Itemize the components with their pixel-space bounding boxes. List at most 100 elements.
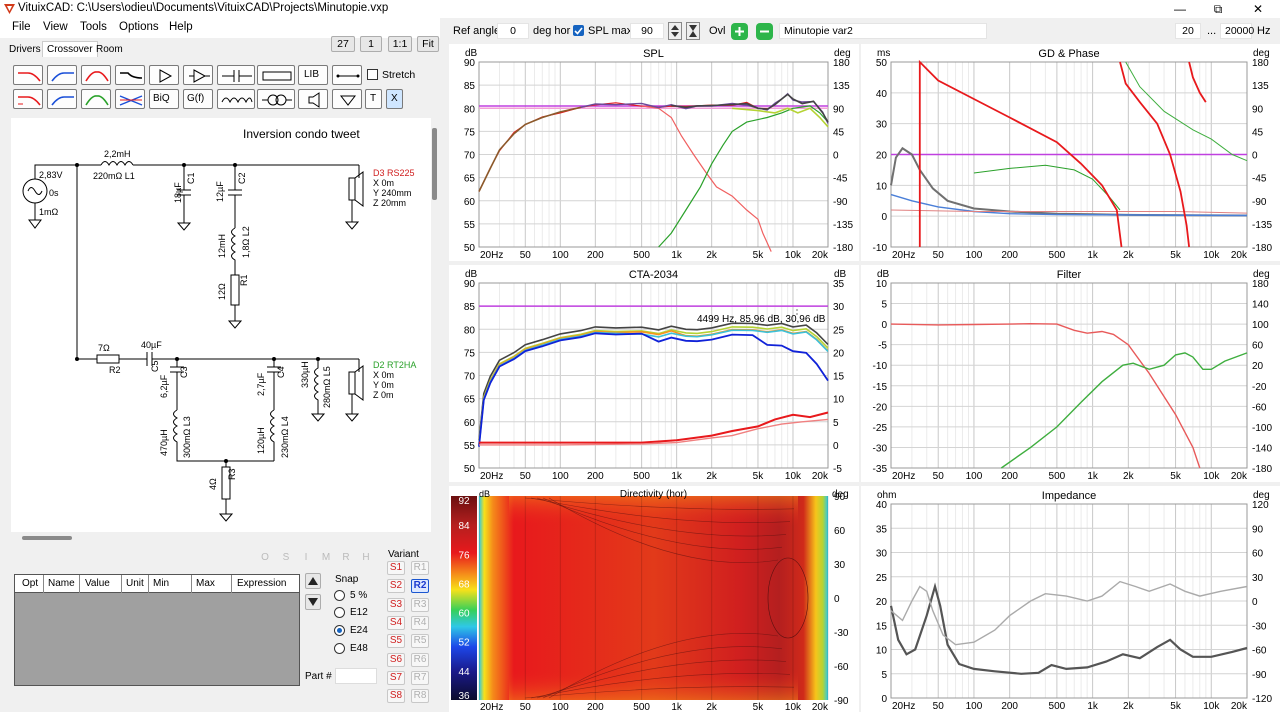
spl-max-checkbox[interactable] <box>573 25 584 36</box>
directivity-chart[interactable]: Directivity (hor) dB deg 92 84 76 68 60 52 44 36 90… <box>449 486 859 712</box>
tab-drivers[interactable]: Drivers <box>9 44 41 55</box>
highpass2-tool[interactable] <box>47 89 77 109</box>
driver-tool[interactable] <box>298 89 328 109</box>
imp-ytick-right: -30 <box>1252 621 1267 632</box>
gd-phase-chart[interactable]: GD & Phase ms deg 50 40 30 20 10 0 -10 180 135 90 45 0… <box>861 44 1280 261</box>
snap-e12-radio[interactable] <box>334 607 345 618</box>
zoom-one-button[interactable]: 1 <box>360 36 382 52</box>
schematic-canvas[interactable]: Inversion condo tweet 2,83V 0s 1mΩ 2,2mH… <box>11 118 431 532</box>
transfer-function-tool[interactable]: G(f) <box>183 89 213 109</box>
filter-ytick-right: 140 <box>1252 300 1269 311</box>
zoom-1to1-button[interactable]: 1:1 <box>388 36 412 52</box>
menu-file[interactable]: File <box>12 21 31 33</box>
menu-tools[interactable]: Tools <box>80 21 107 33</box>
col-opt[interactable]: Opt <box>22 578 39 589</box>
bandpass-tool[interactable] <box>81 65 111 85</box>
variant-r8-button[interactable]: R8 <box>411 689 429 704</box>
schematic-scrollbar-vertical[interactable] <box>432 128 437 200</box>
part-number-input[interactable] <box>335 668 377 684</box>
col-min[interactable]: Min <box>153 578 170 589</box>
col-unit[interactable]: Unit <box>126 578 144 589</box>
variant-s1-button[interactable]: S1 <box>387 561 405 575</box>
variant-s4-button[interactable]: S4 <box>387 615 405 630</box>
maximize-button[interactable]: ⧉ <box>1213 2 1223 16</box>
resistor-tool[interactable] <box>257 65 295 85</box>
biquad-tool[interactable]: BiQ <box>149 89 179 109</box>
variant-s8-button[interactable]: S8 <box>387 689 405 704</box>
variant-r2-button[interactable]: R2 <box>411 579 429 594</box>
snap-e48-radio[interactable] <box>334 643 345 654</box>
opt-button-s[interactable]: S <box>282 552 290 563</box>
minimize-button[interactable]: — <box>1174 2 1186 16</box>
col-name[interactable]: Name <box>48 578 75 589</box>
r1-name: R1 <box>239 274 249 286</box>
menu-options[interactable]: Options <box>119 21 159 33</box>
opt-button-r[interactable]: R <box>342 552 350 563</box>
close-button[interactable]: ✕ <box>1252 2 1264 16</box>
variant-r3-button[interactable]: R3 <box>411 597 429 612</box>
opt-button-o[interactable]: O <box>261 552 269 563</box>
r1-value: 12Ω <box>217 283 227 300</box>
overlay-add-button[interactable] <box>731 23 748 40</box>
parameter-table[interactable]: Opt Name Value Unit Min Max Expression <box>14 574 300 686</box>
lowpass-tool[interactable] <box>13 65 43 85</box>
variant-s2-button[interactable]: S2 <box>387 579 405 594</box>
menu-help[interactable]: Help <box>169 21 193 33</box>
impedance-chart[interactable]: Impedance ohm deg 40 35 30 25 20 15 10 5 0 120 90 60 30… <box>861 486 1280 712</box>
cta2034-chart[interactable]: CTA-2034 dB dB 90 85 80 75 70 65 60 55 50 35 30 25 20 15… <box>449 265 859 482</box>
spl-ytick-right: 180 <box>833 58 850 69</box>
shelf-tool[interactable] <box>115 65 145 85</box>
highpass-tool[interactable] <box>47 65 77 85</box>
opt-button-h[interactable]: H <box>362 552 370 563</box>
tab-crossover[interactable]: Crossover <box>42 41 98 57</box>
snap-e24-radio[interactable] <box>334 625 345 636</box>
overlay-remove-button[interactable] <box>756 23 773 40</box>
variant-r4-button[interactable]: R4 <box>411 615 429 630</box>
stretch-checkbox[interactable] <box>367 69 378 80</box>
variant-s3-button[interactable]: S3 <box>387 597 405 612</box>
variant-r1-button[interactable]: R1 <box>411 561 429 575</box>
delete-tool[interactable]: X <box>386 89 403 109</box>
spl-chart[interactable]: SPL dB deg 90 85 80 75 70 65 60 55 50 180 135 90 45 0 -45… <box>449 44 859 261</box>
notch-tool[interactable] <box>115 89 145 109</box>
spl-max-spinner[interactable] <box>668 22 682 40</box>
col-value[interactable]: Value <box>85 578 110 589</box>
lowpass2-tool[interactable] <box>13 89 43 109</box>
zoom-value-button[interactable]: 27 <box>331 36 355 52</box>
wire-tool[interactable] <box>332 65 362 85</box>
variant-name-input[interactable]: Minutopie var2 <box>779 23 987 39</box>
variant-s5-button[interactable]: S5 <box>387 634 405 649</box>
filter-chart[interactable]: Filter dB deg 10 5 0 -5 -10 -15 -20 -25 -30 -35 180 14… <box>861 265 1280 482</box>
opt-button-m[interactable]: M <box>321 552 331 563</box>
zoom-fit-button[interactable]: Fit <box>417 36 439 52</box>
variant-r5-button[interactable]: R5 <box>411 634 429 649</box>
variant-r6-button[interactable]: R6 <box>411 652 429 667</box>
menu-view[interactable]: View <box>43 21 68 33</box>
variant-r7-button[interactable]: R7 <box>411 670 429 685</box>
variant-s7-button[interactable]: S7 <box>387 670 405 685</box>
text-tool[interactable]: T <box>365 89 382 109</box>
tab-room[interactable]: Room <box>96 44 123 55</box>
move-down-button[interactable] <box>305 594 321 610</box>
library-button[interactable]: LIB <box>298 65 328 85</box>
freq-min-input[interactable]: 20 <box>1175 23 1201 39</box>
zoom-y-button[interactable] <box>686 22 700 40</box>
spl-max-input[interactable]: 90 <box>630 23 664 39</box>
col-expression[interactable]: Expression <box>237 578 287 589</box>
bandpass2-tool[interactable] <box>81 89 111 109</box>
dir-scale-tick: 84 <box>458 521 470 532</box>
buffer-tool[interactable] <box>149 65 179 85</box>
schematic-scrollbar-horizontal[interactable] <box>22 536 72 540</box>
amplifier-tool[interactable] <box>183 65 213 85</box>
capacitor-tool[interactable] <box>217 65 255 85</box>
col-max[interactable]: Max <box>196 578 215 589</box>
ground-tool[interactable] <box>332 89 362 109</box>
variant-s6-button[interactable]: S6 <box>387 652 405 667</box>
move-up-button[interactable] <box>305 573 321 589</box>
opt-button-i[interactable]: I <box>304 552 308 563</box>
transformer-tool[interactable] <box>257 89 295 109</box>
inductor-tool[interactable] <box>217 89 255 109</box>
freq-max-input[interactable]: 20000 <box>1220 23 1254 39</box>
ref-angle-input[interactable]: 0 <box>497 23 529 39</box>
snap-5pct-radio[interactable] <box>334 590 345 601</box>
